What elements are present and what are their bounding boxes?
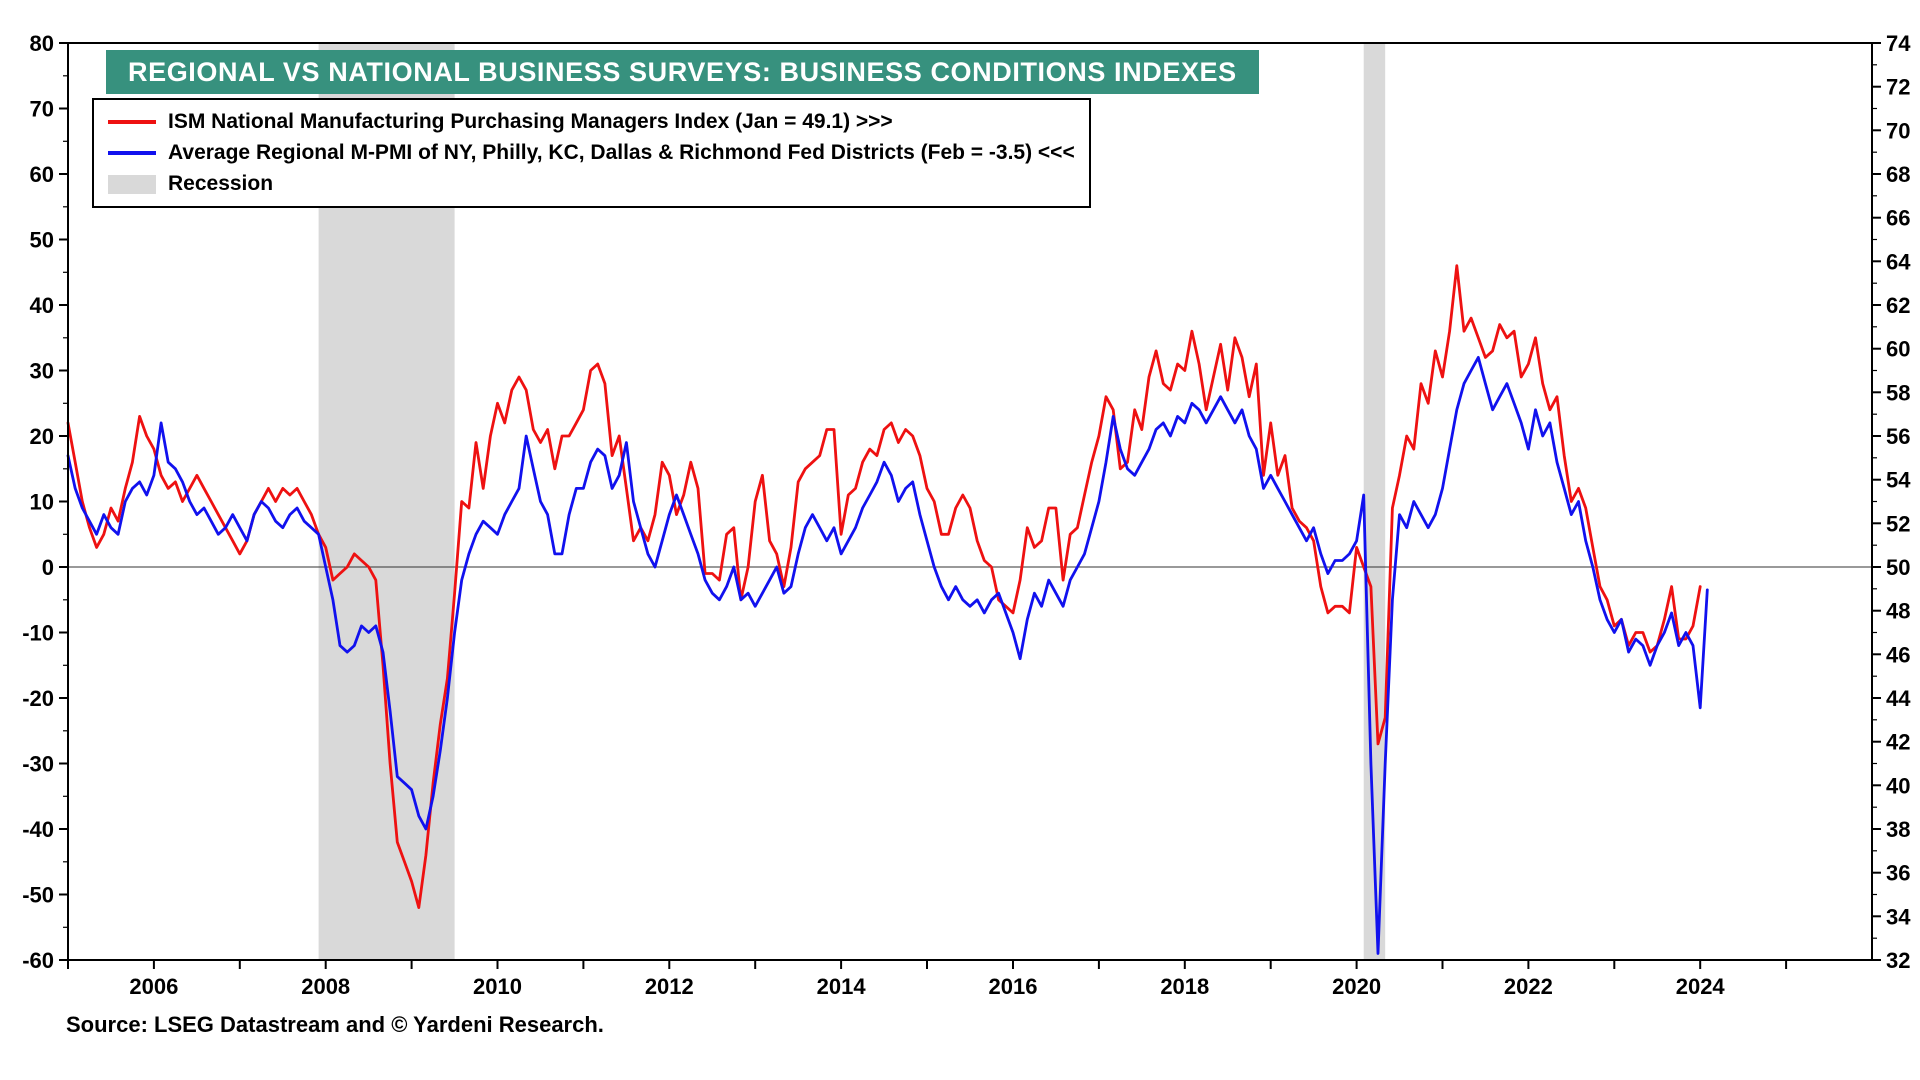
y-right-tick-label: 58 <box>1886 380 1910 405</box>
source-note: Source: LSEG Datastream and © Yardeni Re… <box>66 1012 604 1037</box>
series-regional <box>66 355 1709 955</box>
y-right-tick-label: 70 <box>1886 118 1910 143</box>
y-right-tick-label: 72 <box>1886 75 1910 100</box>
y-right-tick-label: 36 <box>1886 861 1910 886</box>
recession-swatch <box>108 174 156 194</box>
y-left-tick-label: 20 <box>30 424 54 449</box>
y-left-tick-label: 0 <box>42 555 54 580</box>
series-ism <box>66 264 1702 909</box>
y-right-tick-label: 52 <box>1886 511 1910 536</box>
y-right-tick-label: 32 <box>1886 948 1910 973</box>
legend-label-ism: ISM National Manufacturing Purchasing Ma… <box>168 110 893 133</box>
y-left-tick-label: -30 <box>22 752 54 777</box>
chart-title: REGIONAL VS NATIONAL BUSINESS SURVEYS: B… <box>128 57 1237 87</box>
y-right-tick-label: 42 <box>1886 730 1910 755</box>
legend-item-recession: Recession <box>108 169 1075 199</box>
y-left-tick-label: -60 <box>22 948 54 973</box>
legend-item-regional: Average Regional M-PMI of NY, Philly, KC… <box>108 138 1075 168</box>
x-tick-label: 2024 <box>1676 974 1726 999</box>
x-tick-label: 2012 <box>645 974 694 999</box>
y-left-tick-label: 50 <box>30 228 54 253</box>
regional-line-swatch <box>108 151 156 155</box>
y-left-tick-label: 60 <box>30 162 54 187</box>
y-right-tick-label: 64 <box>1886 249 1911 274</box>
legend-item-ism: ISM National Manufacturing Purchasing Ma… <box>108 107 1075 137</box>
y-left-tick-label: 30 <box>30 359 54 384</box>
x-tick-label: 2022 <box>1504 974 1553 999</box>
y-right-tick-label: 40 <box>1886 773 1910 798</box>
y-left-tick-label: 80 <box>30 31 54 56</box>
y-right-tick-label: 68 <box>1886 162 1910 187</box>
y-right-tick-label: 56 <box>1886 424 1910 449</box>
y-right-tick-label: 48 <box>1886 599 1910 624</box>
legend-label-regional: Average Regional M-PMI of NY, Philly, KC… <box>168 141 1075 164</box>
y-left-tick-label: -40 <box>22 817 54 842</box>
y-right-tick-label: 34 <box>1886 904 1911 929</box>
x-tick-label: 2008 <box>301 974 350 999</box>
x-tick-label: 2016 <box>989 974 1038 999</box>
y-right-tick-label: 50 <box>1886 555 1910 580</box>
y-right-tick-label: 74 <box>1886 31 1911 56</box>
chart-title-banner: REGIONAL VS NATIONAL BUSINESS SURVEYS: B… <box>106 50 1259 94</box>
y-left-tick-label: 10 <box>30 490 54 515</box>
y-right-tick-label: 38 <box>1886 817 1910 842</box>
x-tick-label: 2020 <box>1332 974 1381 999</box>
y-right-tick-label: 62 <box>1886 293 1910 318</box>
x-tick-label: 2018 <box>1160 974 1209 999</box>
y-right-tick-label: 54 <box>1886 468 1911 493</box>
ism-line-swatch <box>108 120 156 124</box>
legend-label-recession: Recession <box>168 172 274 195</box>
y-right-tick-label: 60 <box>1886 337 1910 362</box>
y-right-tick-label: 46 <box>1886 642 1910 667</box>
y-left-tick-label: -50 <box>22 883 54 908</box>
x-tick-label: 2006 <box>129 974 178 999</box>
y-left-tick-label: 70 <box>30 97 54 122</box>
y-right-tick-label: 44 <box>1886 686 1911 711</box>
y-left-tick-label: -20 <box>22 686 54 711</box>
y-left-tick-label: -10 <box>22 621 54 646</box>
legend: ISM National Manufacturing Purchasing Ma… <box>92 98 1091 208</box>
x-tick-label: 2014 <box>817 974 867 999</box>
y-left-tick-label: 40 <box>30 293 54 318</box>
y-right-tick-label: 66 <box>1886 206 1910 231</box>
x-tick-label: 2010 <box>473 974 522 999</box>
